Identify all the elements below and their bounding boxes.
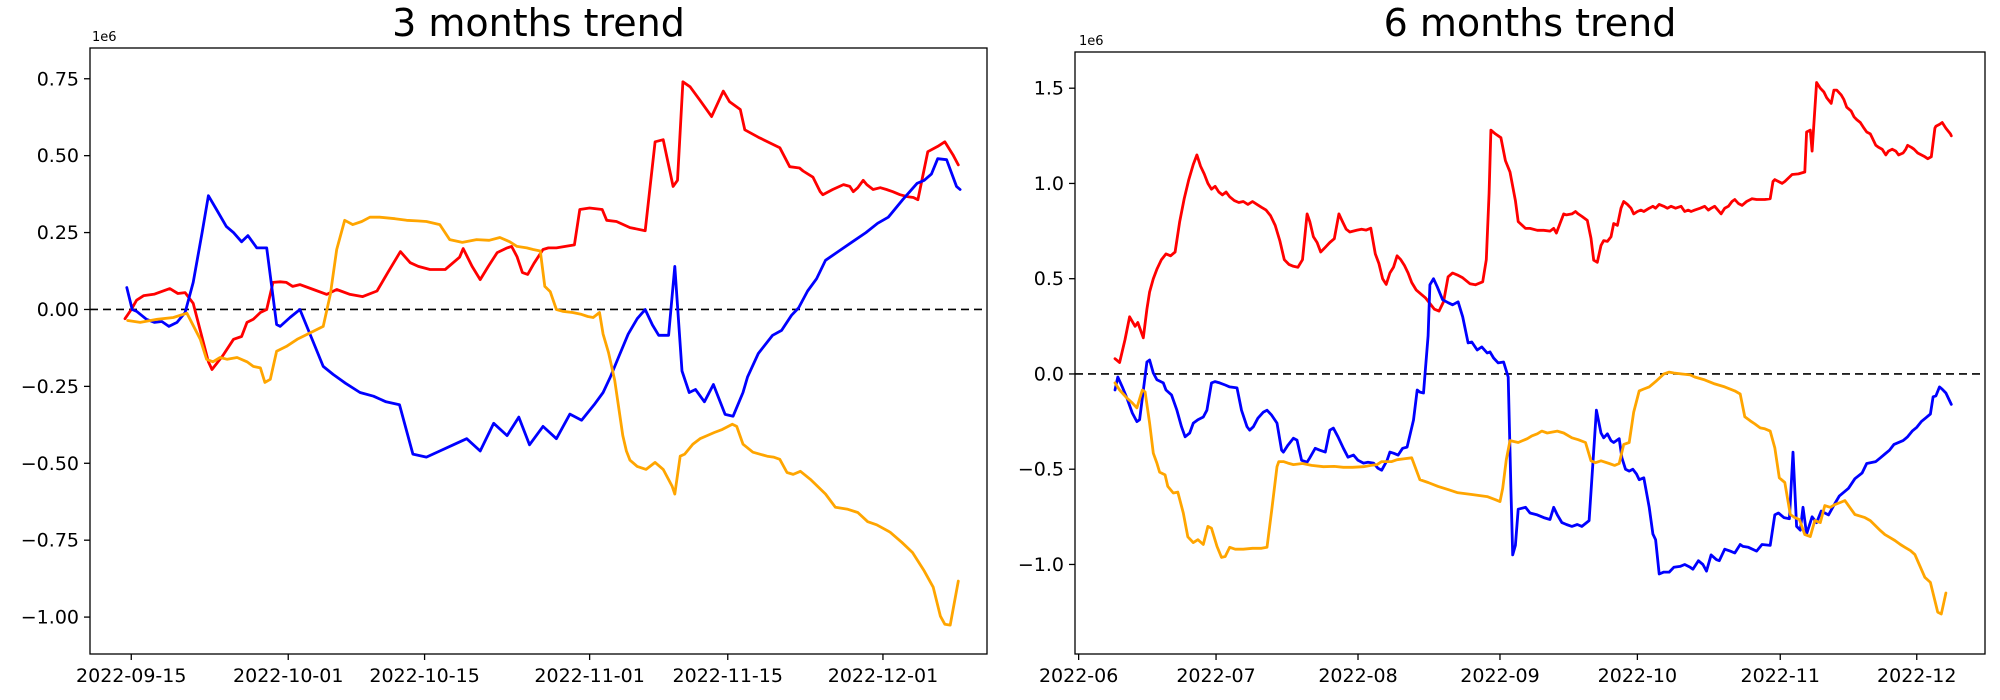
three-months-trend-plot: 0.75 0.50 0.25 0.00 −0.25 −0.50 −0.75 −1.00 2022…: [21, 47, 988, 687]
orange-series-line: [126, 215, 960, 627]
y-tick-label: 1.0: [1034, 173, 1064, 195]
x-tick-label: 2022-06: [1039, 665, 1118, 687]
y-tick-label: −0.25: [21, 376, 79, 398]
x-tick-label: 2022-10-01: [233, 665, 343, 687]
chart-6-months-trend: 6 months trend 1e6 1.5 1.0 0.5 0.0 −0.5 −1.0 2…: [1000, 0, 2000, 700]
x-tick-label: 2022-10-15: [369, 665, 479, 687]
red-series-line: [1113, 81, 1953, 364]
y-tick-label: −0.5: [1018, 459, 1064, 481]
chart-3-months-trend: 3 months trend 1e6 0.75 0.50 0.25 0.00 −0.25…: [21, 1, 988, 687]
y-tick-label: −0.75: [21, 530, 79, 552]
six-months-trend-plot: 1.5 1.0 0.5 0.0 −0.5 −1.0 2022-06 2022-07 2022-0…: [1018, 51, 1986, 687]
x-tick-label: 2022-12-01: [828, 665, 938, 687]
y-tick-label: −0.50: [21, 453, 79, 475]
plot-border: [1074, 51, 1986, 655]
red-series-line: [123, 80, 960, 371]
blue-series-line: [1113, 277, 1953, 576]
y-tick-label: 0.50: [37, 145, 79, 167]
plot-border: [89, 47, 988, 655]
x-tick-label: 2022-11-15: [673, 665, 783, 687]
orange-series-line: [1113, 370, 1948, 616]
y-tick-label: 0.00: [37, 299, 79, 321]
y-tick-label: −1.00: [21, 607, 79, 629]
x-tick-label: 2022-09-15: [76, 665, 186, 687]
y-tick-label: 0.25: [37, 222, 79, 244]
y-axis-offset-label: 1e6: [1079, 34, 1104, 49]
x-tick-label: 2022-10: [1598, 665, 1677, 687]
chart-title-3-months: 3 months trend: [392, 1, 685, 45]
blue-series-line: [125, 157, 962, 459]
y-tick-label: 0.5: [1034, 268, 1064, 290]
x-tick-label: 2022-12: [1877, 665, 1956, 687]
y-tick-label: 0.0: [1034, 363, 1064, 385]
y-tick-label: 1.5: [1034, 78, 1064, 100]
y-tick-label: 0.75: [37, 68, 79, 90]
y-tick-label: −1.0: [1018, 554, 1064, 576]
x-tick-label: 2022-07: [1176, 665, 1255, 687]
chart-title-6-months: 6 months trend: [1383, 1, 1677, 45]
x-tick-label: 2022-09: [1460, 665, 1539, 687]
x-tick-label: 2022-08: [1318, 665, 1397, 687]
x-tick-label: 2022-11: [1741, 665, 1820, 687]
y-axis-offset-label: 1e6: [92, 30, 117, 45]
x-tick-label: 2022-11-01: [534, 665, 644, 687]
